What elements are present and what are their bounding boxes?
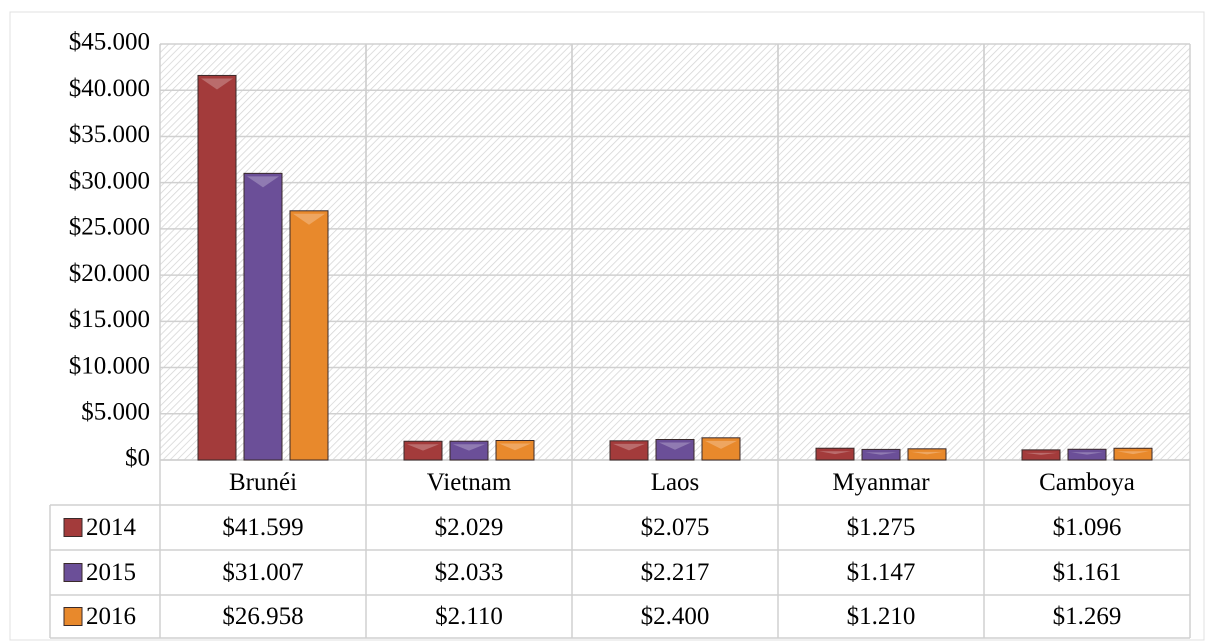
bar [1067, 448, 1107, 461]
y-tick-label: $25.000 [69, 214, 150, 241]
table-cell: $2.110 [435, 603, 503, 630]
y-tick-label: $0 [125, 445, 150, 472]
bar [609, 440, 649, 461]
y-tick-label: $20.000 [69, 260, 150, 287]
table-cell: $2.029 [435, 514, 504, 541]
bar-bevel [293, 213, 325, 225]
legend-label: 2014 [86, 514, 137, 541]
bar [495, 439, 535, 461]
table-cell: $41.599 [222, 514, 303, 541]
legend-swatch [63, 563, 83, 582]
legend-label: 2015 [86, 559, 136, 586]
table-cell: $2.033 [435, 559, 504, 586]
chart-border [9, 11, 1205, 641]
x-tick-label: Camboya [1039, 469, 1135, 496]
bar-bevel [453, 444, 485, 451]
bar [1113, 447, 1153, 461]
bar-bevel [911, 451, 943, 455]
bar [655, 439, 695, 461]
bar-bevel [1117, 451, 1149, 455]
table-cell: $1.096 [1053, 514, 1122, 541]
plot-area [160, 44, 1190, 460]
y-tick-label: $40.000 [69, 75, 150, 102]
table-cell: $26.958 [222, 603, 303, 630]
x-tick-label: Laos [651, 469, 700, 496]
table-cell: $1.161 [1053, 559, 1122, 586]
bar [243, 172, 283, 461]
bar [907, 448, 947, 461]
table-cell: $1.269 [1053, 603, 1122, 630]
legend-label: 2016 [86, 603, 136, 630]
bar-bevel [659, 442, 691, 450]
bar-bevel [247, 176, 279, 188]
x-tick-label: Vietnam [427, 469, 512, 496]
table-cell: $1.210 [847, 603, 916, 630]
bar [861, 448, 901, 461]
y-tick-label: $45.000 [69, 29, 150, 56]
y-tick-label: $5.000 [81, 399, 150, 426]
bar-bevel [499, 443, 531, 451]
bar-bevel [1025, 452, 1057, 455]
bar-bevel [613, 443, 645, 451]
legend-swatch [63, 518, 83, 537]
table-cell: $31.007 [222, 559, 303, 586]
bar [1021, 449, 1061, 461]
bar [197, 74, 237, 461]
y-tick-label: $35.000 [69, 121, 150, 148]
bar-bevel [819, 451, 851, 455]
bar-bevel [407, 444, 439, 451]
bar [701, 437, 741, 461]
y-tick-label: $30.000 [69, 167, 150, 194]
bar [403, 440, 443, 461]
bar [815, 447, 855, 461]
bar-bevel [1071, 452, 1103, 455]
bar-bevel [201, 78, 233, 90]
table-cell: $1.147 [847, 559, 916, 586]
table-cell: $2.400 [641, 603, 710, 630]
y-tick-label: $15.000 [69, 306, 150, 333]
table-cell: $1.275 [847, 514, 916, 541]
legend-swatch [63, 607, 83, 626]
table-cell: $2.217 [641, 559, 710, 586]
y-tick-label: $10.000 [69, 352, 150, 379]
table-cell: $2.075 [641, 514, 710, 541]
bar [289, 210, 329, 461]
bar-bevel [865, 452, 897, 455]
x-tick-label: Brunéi [229, 469, 297, 496]
x-tick-label: Myanmar [832, 469, 930, 496]
bar [449, 440, 489, 461]
bar-bevel [705, 440, 737, 449]
